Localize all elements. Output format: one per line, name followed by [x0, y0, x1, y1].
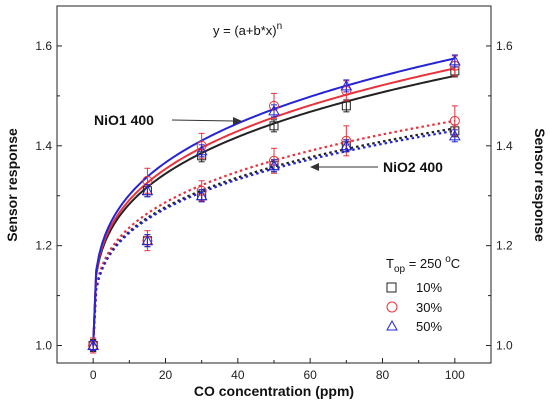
- data-point-triangle: [195, 189, 208, 201]
- x-axis-title: CO concentration (ppm): [194, 383, 354, 399]
- legend-label-30: 30%: [416, 300, 442, 315]
- data-point-triangle: [268, 104, 280, 116]
- data-point-triangle: [340, 79, 353, 91]
- data-points-layer: [87, 54, 461, 354]
- legend-title-value: = 250: [405, 256, 445, 271]
- data-point-triangle: [448, 129, 461, 141]
- y-tick-label-right: 1.0: [496, 339, 513, 353]
- legend-title: Top = 250 oC: [386, 254, 460, 275]
- x-tick-label: 60: [303, 368, 317, 382]
- y-axis-title-right: Sensor response: [532, 128, 548, 242]
- y-tick-label-left: 1.6: [35, 39, 52, 53]
- fit-curve: [92, 127, 456, 346]
- x-tick-label: 0: [90, 368, 97, 382]
- legend-label-10: 10%: [416, 280, 442, 295]
- x-tick-label: 80: [376, 368, 390, 382]
- legend-title-sup: o: [445, 254, 451, 265]
- legend-label-50: 50%: [416, 319, 442, 334]
- y-tick-label-left: 1.4: [35, 139, 52, 153]
- data-point-triangle: [141, 234, 154, 246]
- data-point-square: [269, 121, 279, 131]
- data-point-triangle: [268, 159, 280, 171]
- formula-label: y = (a+b*x)n: [213, 21, 282, 38]
- y-tick-label-right: 1.2: [496, 239, 513, 253]
- data-point-triangle: [87, 339, 100, 351]
- annotation-nio1: NiO1 400: [94, 112, 154, 128]
- x-tick-label: 40: [231, 368, 245, 382]
- data-point-triangle: [141, 184, 154, 196]
- annotation-nio2: NiO2 400: [383, 159, 443, 175]
- x-tick-label: 20: [159, 368, 173, 382]
- y-axis-title-left: Sensor response: [4, 128, 20, 242]
- legend-title-sub: op: [394, 264, 406, 275]
- formula-exponent: n: [277, 21, 283, 32]
- data-point-triangle: [448, 54, 461, 66]
- data-point-square: [341, 101, 351, 111]
- annotation-nio1-arrowhead: [233, 117, 242, 125]
- x-tick-label: 100: [445, 368, 465, 382]
- legend-marker-square: [386, 282, 397, 293]
- legend-title-unit: C: [451, 256, 460, 271]
- y-tick-label-right: 1.6: [496, 39, 513, 53]
- data-point-circle: [449, 115, 460, 126]
- annotation-nio1-arrow: [171, 119, 235, 122]
- data-point-triangle: [340, 139, 353, 151]
- y-tick-label-right: 1.4: [496, 139, 513, 153]
- y-tick-label-left: 1.0: [35, 339, 52, 353]
- legend-marker-triangle: [386, 319, 398, 331]
- data-point-triangle: [195, 144, 208, 156]
- ticks-layer: 0 20 40 60 80 100 1.0 1.2 1.4 1.6 1.0 1.2 1.4 1.6: [35, 39, 513, 382]
- fit-curve: [92, 119, 456, 346]
- y-tick-label-left: 1.2: [35, 239, 52, 253]
- annotation-nio2-arrowhead: [310, 163, 319, 171]
- legend-marker-circle: [386, 301, 398, 313]
